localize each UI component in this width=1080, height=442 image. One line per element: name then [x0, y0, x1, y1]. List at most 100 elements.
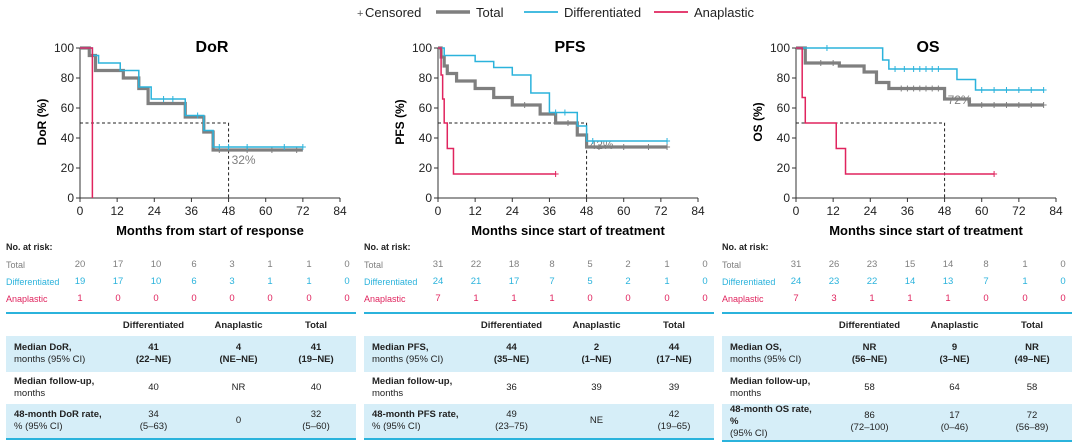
risk-count: 1 [267, 276, 273, 287]
risk-count: 1 [306, 259, 312, 270]
risk-count: 1 [473, 293, 479, 304]
censor-mark-differentiated [160, 96, 167, 102]
censor-mark-total [898, 85, 905, 92]
table-header-row: Differentiated Anaplastic Total [364, 312, 714, 336]
risk-count: 7 [549, 276, 555, 287]
risk-count: 0 [344, 276, 350, 287]
risk-label-anaplastic: Anaplastic [722, 294, 764, 304]
censor-mark-total [929, 85, 936, 92]
risk-count: 23 [866, 259, 878, 270]
risk-count: 20 [74, 259, 86, 270]
table-header-row: Differentiated Anaplastic Total [722, 312, 1072, 336]
x-axis-label: Months since start of treatment [471, 223, 665, 238]
row-sublabel: months (95% CI) [14, 354, 86, 365]
risk-count: 5 [587, 276, 593, 287]
row-label: 48-month DoR rate, [14, 409, 102, 420]
risk-count: 8 [549, 259, 555, 270]
risk-label-differentiated: Differentiated [6, 277, 60, 287]
censor-mark-differentiated [892, 66, 899, 72]
censor-mark-total [1040, 102, 1047, 108]
risk-count: 14 [904, 276, 916, 287]
row-label: 48-month OS rate, % [730, 404, 812, 427]
table-header-total: Total [634, 312, 714, 336]
risk-count: 5 [587, 259, 593, 270]
table-header-differentiated: Differentiated [822, 312, 917, 336]
censor-mark-anaplastic [552, 171, 559, 177]
risk-count: 0 [702, 276, 708, 287]
x-tick-label: 60 [617, 204, 631, 218]
cell-ci: (49–NE) [1014, 354, 1050, 365]
os-summary-table: Differentiated Anaplastic Total Median O… [722, 312, 1072, 442]
cell-ci: (17–NE) [656, 354, 692, 365]
dor-number-at-risk: No. at risk: Total Differentiated Anapla… [6, 242, 358, 310]
row-sublabel: months [372, 388, 404, 399]
risk-count: 13 [942, 276, 954, 287]
censor-mark-differentiated [281, 144, 288, 150]
table-header-total: Total [276, 312, 356, 336]
y-tick-label: 100 [770, 41, 790, 55]
cell-ci: (56–89) [1015, 422, 1049, 433]
y-tick-label: 40 [777, 131, 791, 145]
y-tick-label: 60 [419, 101, 433, 115]
cell-value: 58 [864, 382, 875, 393]
chart-title: OS [916, 39, 939, 56]
risk-label-differentiated: Differentiated [364, 277, 418, 287]
x-tick-label: 24 [506, 204, 520, 218]
risk-label-differentiated: Differentiated [722, 277, 776, 287]
risk-count: 1 [77, 293, 83, 304]
cell-value: 2 [593, 342, 600, 353]
risk-count: 24 [432, 276, 444, 287]
risk-count: 0 [625, 293, 631, 304]
row-sublabel: months [730, 388, 762, 399]
censor-mark-differentiated [935, 66, 942, 72]
x-axis-label: Months since start of treatment [829, 223, 1023, 238]
legend-censored-label: Censored [365, 5, 421, 20]
x-tick-label: 48 [580, 204, 594, 218]
risk-count: 1 [869, 293, 875, 304]
cell-value: 58 [1026, 382, 1038, 393]
risk-count: 2 [625, 259, 631, 270]
cell-ci: (35–NE) [493, 354, 530, 365]
y-tick-label: 20 [61, 161, 75, 175]
km-curve-differentiated [80, 47, 303, 148]
row-label: Median PFS, [372, 342, 429, 353]
censor-mark-total [268, 147, 275, 153]
cell-ci: (3–NE) [939, 354, 970, 365]
risk-count: 1 [511, 293, 517, 304]
pfs-chart: PFS PFS (%) Months since start of treatm… [393, 39, 705, 238]
table-header-differentiated: Differentiated [106, 312, 201, 336]
risk-count: 0 [702, 259, 708, 270]
risk-count: 8 [983, 259, 989, 270]
y-tick-label: 0 [67, 191, 74, 205]
cell-value: 41 [148, 342, 159, 353]
risk-count: 10 [150, 259, 162, 270]
risk-count: 0 [191, 293, 197, 304]
cell-ci: (5–60) [302, 421, 330, 432]
row-label: 48-month PFS rate, [372, 409, 459, 420]
censor-mark-differentiated [978, 87, 985, 93]
table-row: 48-month PFS rate,% (95% CI) 49 (23–75) N… [364, 404, 714, 440]
risk-count: 14 [942, 259, 954, 270]
table-row: 48-month DoR rate,% (95% CI) 34 (5–63) 0 … [6, 404, 356, 440]
risk-count: 0 [1022, 293, 1028, 304]
cell-ci: (NE–NE) [219, 354, 258, 365]
x-tick-label: 48 [938, 204, 952, 218]
censor-mark-total [910, 85, 917, 92]
censor-mark-total [978, 102, 985, 108]
risk-count: 7 [435, 293, 441, 304]
risk-count: 3 [229, 259, 235, 270]
risk-count: 7 [983, 276, 989, 287]
x-tick-label: 48 [222, 204, 236, 218]
risk-count: 1 [664, 276, 670, 287]
risk-count: 6 [191, 259, 197, 270]
censor-mark-total [565, 120, 571, 126]
cell-value: NR [231, 382, 246, 393]
y-tick-label: 40 [419, 131, 433, 145]
censor-mark-differentiated [194, 112, 201, 119]
table-row: Median OS, months (95% CI) NR (56–NE) 9 (3–… [722, 336, 1072, 372]
censor-mark-total [293, 147, 300, 153]
x-tick-label: 60 [259, 204, 273, 218]
x-tick-label: 72 [654, 204, 668, 218]
risk-count: 0 [344, 259, 350, 270]
cell-value: 44 [506, 342, 517, 353]
